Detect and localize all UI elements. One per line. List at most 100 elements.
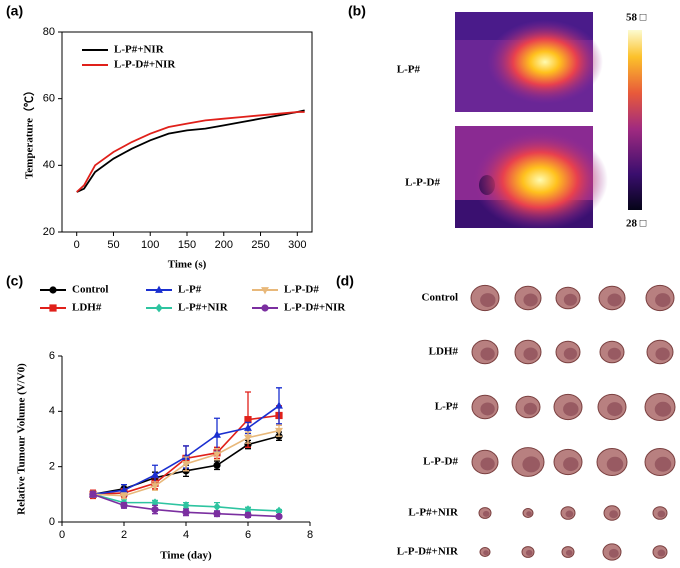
series-line [76, 111, 305, 193]
x-tick-label: 6 [245, 529, 251, 541]
thermal-label: L-P-D# [405, 177, 440, 189]
tumor-shade [480, 347, 495, 361]
tumor-shade [607, 293, 622, 307]
tumor-shade [608, 548, 619, 558]
marker [244, 505, 252, 514]
tumor-row-label: L-P-D#+NIR [397, 546, 459, 558]
colorbar-max: 58 □ [626, 12, 647, 24]
marker [151, 505, 159, 514]
tumor-shade [607, 402, 623, 417]
y-tick-label: 4 [49, 405, 55, 417]
chart: 0 50 100 150 200 250 300 20 40 60 80 Time (s) Temper… [23, 26, 313, 271]
marker [275, 512, 283, 521]
legend-label: L-P-D#+NIR [114, 59, 176, 71]
tumor-shade [480, 293, 496, 308]
marker [213, 461, 221, 469]
colorbar-min: 28 □ [626, 218, 647, 230]
tumor-shade [526, 511, 532, 517]
marker [213, 510, 221, 518]
tumor-shade [654, 401, 672, 417]
marker [120, 485, 128, 494]
tumor-shade [563, 402, 579, 417]
y-tick-label: 0 [49, 516, 55, 528]
tumor-shade [563, 457, 579, 472]
tumor-row-label: L-P#+NIR [408, 507, 459, 519]
tumor-shade [655, 347, 670, 361]
marker [244, 511, 252, 519]
x-axis-label: Time (s) [168, 259, 207, 271]
series-line [76, 109, 305, 193]
axes-frame [61, 31, 313, 233]
tumor-shade [606, 456, 624, 472]
tumor-shade [563, 347, 578, 360]
x-tick-label: 4 [183, 529, 189, 541]
tumor-shade [609, 510, 618, 519]
legend-marker [155, 285, 163, 293]
y-tick-label: 60 [43, 93, 55, 105]
x-tick-label: 2 [121, 529, 127, 541]
x-tick-label: 150 [178, 239, 196, 251]
tumor-shade [565, 549, 573, 556]
tumor-shade [655, 293, 671, 308]
legend-label: L-P-D# [284, 284, 319, 296]
thermal-label: L-P# [397, 64, 421, 76]
tumor-row-label: L-P# [435, 401, 459, 413]
legend-label: Control [72, 284, 108, 296]
marker [244, 416, 252, 424]
legend-marker [49, 304, 57, 312]
y-tick-label: 2 [49, 461, 55, 473]
tumor-shade [480, 402, 495, 416]
marker [244, 423, 252, 431]
marker [120, 492, 128, 501]
x-tick-label: 8 [307, 529, 313, 541]
chart: 0 2 4 6 8 0 2 4 6 Time (day) Relative Tumour Volum… [16, 284, 347, 562]
legend-marker [49, 286, 57, 294]
tumor-shade [483, 550, 489, 556]
x-tick-label: 250 [251, 239, 269, 251]
tumor-row-label: LDH# [429, 346, 459, 358]
thermal-spot [472, 130, 608, 230]
x-axis-label: Time (day) [160, 550, 212, 562]
x-tick-label: 100 [141, 239, 159, 251]
y-tick-label: 40 [43, 159, 55, 171]
axes-frame [61, 356, 310, 523]
tumor-shade [523, 293, 538, 307]
marker [89, 490, 97, 498]
tumor-shade [657, 510, 666, 518]
marker [151, 483, 159, 491]
legend-label: LDH# [72, 302, 102, 314]
marker [182, 508, 190, 516]
panel-label: (b) [348, 3, 366, 19]
y-axis-label: Relative Tumour Volume (V/V0) [16, 363, 28, 515]
legend-marker [155, 303, 163, 313]
x-tick-label: 50 [107, 239, 119, 251]
tumor-shade [523, 402, 538, 415]
marker [151, 470, 159, 478]
x-tick-label: 0 [74, 239, 80, 251]
tumor-shade [525, 549, 533, 556]
marker [275, 506, 283, 516]
marker [182, 461, 190, 469]
legend-label: L-P#+NIR [114, 44, 165, 56]
y-axis-label: Temperature（℃） [23, 85, 36, 179]
tumor-row-label: Control [422, 292, 458, 304]
tumor-panel: Control LDH# L-P# L-P-D# L-P#+NIR L-P-D#+NIR [397, 284, 676, 561]
x-tick-label: 0 [59, 529, 65, 541]
tumor-shade [522, 456, 540, 473]
tumor-shade [565, 510, 574, 518]
y-tick-label: 6 [49, 350, 55, 362]
marker [275, 427, 283, 436]
x-tick-label: 200 [215, 239, 233, 251]
x-tick-label: 300 [288, 239, 306, 251]
thermal-spot [487, 20, 603, 104]
tumor-shade [563, 293, 578, 306]
tumor-shade [480, 457, 495, 471]
legend-label: L-P# [178, 284, 202, 296]
marker [244, 434, 252, 442]
marker [182, 501, 190, 510]
tumor-shade [607, 347, 622, 360]
marker [275, 401, 283, 409]
y-tick-label: 20 [43, 226, 55, 238]
thermal-panel: L-P# L-P-D# 58 □ 28 □ [397, 12, 647, 230]
